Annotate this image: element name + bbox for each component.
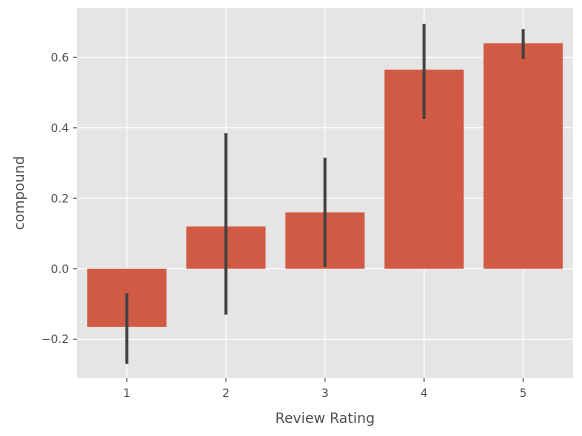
y-axis-ticks: −0.2 0.0 0.2 0.4 0.6	[41, 50, 77, 346]
y-tick-label: 0.0	[51, 262, 69, 276]
y-tick-label: 0.2	[51, 191, 69, 205]
x-tick-label: 2	[222, 386, 229, 400]
error-bars	[125, 23, 525, 364]
x-tick-label: 4	[420, 386, 427, 400]
y-tick-label: 0.4	[51, 121, 69, 135]
y-tick-label: −0.2	[41, 332, 69, 346]
x-axis-label: Review Rating	[275, 411, 375, 427]
x-tick-label: 3	[321, 386, 328, 400]
x-axis-ticks: 1 2 3 4 5	[123, 378, 527, 400]
y-tick-label: 0.6	[51, 50, 69, 64]
x-tick-label: 5	[519, 386, 526, 400]
x-tick-label: 1	[123, 386, 130, 400]
bar-rating-5	[483, 43, 563, 269]
y-axis-label: compound	[12, 156, 28, 230]
